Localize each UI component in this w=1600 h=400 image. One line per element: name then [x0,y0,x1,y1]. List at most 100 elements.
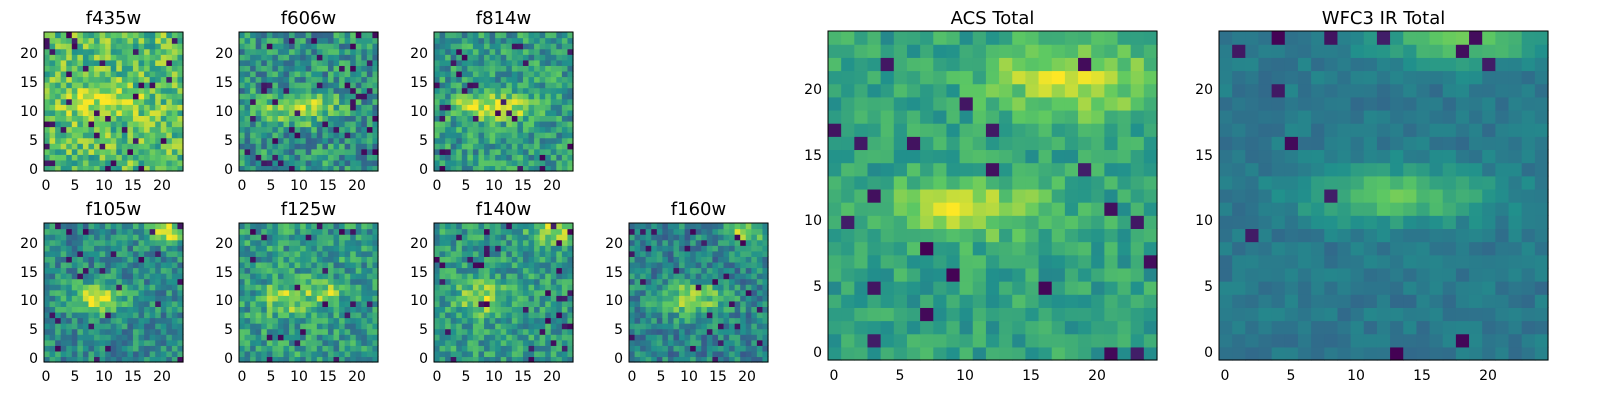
heatmap-cell [255,126,262,133]
heatmap-cell [445,37,452,44]
heatmap-cell [350,300,357,307]
heatmap-cell [751,256,758,263]
heatmap-cell [684,250,691,257]
heatmap-cell [155,43,162,50]
heatmap-cell [99,137,106,144]
heatmap-cell [144,87,151,94]
heatmap-cell [250,137,257,144]
heatmap-cell [701,300,708,307]
heatmap-cell [149,311,156,319]
heatmap-cell [94,300,101,307]
heatmap-cell [94,148,101,155]
heatmap-cell [60,109,67,116]
heatmap-cell [729,278,736,285]
heatmap-cell [893,267,908,282]
heatmap-cell [121,328,128,335]
heatmap-cell [556,300,563,307]
heatmap-cell [44,154,51,161]
heatmap-cell [528,278,535,285]
heatmap-cell [99,43,106,50]
heatmap-cell [272,137,279,144]
heatmap-cell [344,256,351,263]
heatmap-cell [461,267,468,274]
heatmap-cell [489,339,496,346]
heatmap-cell [534,278,541,285]
heatmap-cell [545,306,552,313]
heatmap-cell [266,350,273,358]
heatmap-cell [294,234,301,241]
heatmap-cell [828,96,842,111]
heatmap-cell [651,289,658,296]
heatmap-cell [82,154,90,161]
heatmap-cell [550,323,557,330]
heatmap-cell [305,159,312,167]
heatmap-cell [517,109,524,116]
heatmap-cell [662,223,669,230]
heatmap-cell [366,48,374,55]
heatmap-cell [244,328,251,335]
heatmap-cell [1117,188,1132,203]
heatmap-cell [132,350,140,358]
heatmap-cell [695,339,702,346]
heatmap-cell [695,284,702,291]
heatmap-cell [116,120,123,128]
y-ticks: 0 5 10 15 20 [20,46,38,178]
heatmap-cell [472,148,480,155]
heatmap-cell [695,289,702,296]
heatmap-cell [972,175,987,190]
heatmap-cell [116,306,123,313]
heatmap-cell [71,323,78,330]
heatmap-cell [717,261,725,269]
heatmap-cell [316,115,323,122]
heatmap-cell [132,65,140,72]
heatmap-cell [277,104,285,111]
heatmap-cell [673,250,680,257]
heatmap-cell [445,65,452,72]
heatmap-cell [171,126,179,133]
heatmap-cell [255,328,262,335]
heatmap-cell [489,65,496,72]
heatmap-cell [333,98,340,105]
heatmap-cell [66,267,73,274]
heatmap-cell [339,273,346,280]
heatmap-cell [77,239,84,246]
heatmap-cell [121,132,128,139]
heatmap-cell [66,109,73,116]
y-tick-label: 5 [419,133,428,149]
heatmap-cell [500,87,507,94]
heatmap-cell [500,54,507,61]
heatmap-cell [534,65,541,72]
heatmap-cell [171,256,179,263]
heatmap-cell [366,87,374,94]
heatmap-cell [277,109,285,116]
heatmap-cell [506,223,513,230]
heatmap-cell [66,98,73,105]
heatmap-cell [762,328,769,335]
heatmap-cell [1104,228,1119,243]
heatmap-cell [105,137,112,144]
heatmap-cell [1143,175,1158,190]
heatmap-cell [545,159,552,167]
heatmap-cell [110,273,117,280]
heatmap-cell [556,104,563,111]
heatmap-cell [71,306,78,313]
heatmap-cell [550,256,557,263]
heatmap-cell [132,109,140,116]
heatmap-cell [567,32,574,39]
heatmap-cell [294,334,301,341]
heatmap-cell [1091,188,1105,203]
heatmap-cell [44,104,51,111]
x-ticks: 0 5 10 15 20 [238,369,366,385]
heatmap-cell [489,250,496,257]
heatmap-cell [138,245,145,252]
heatmap-cell [339,54,346,61]
heatmap-cell [333,59,340,66]
heatmap-cell [484,328,491,335]
heatmap-cell [121,143,128,150]
heatmap-cell [662,261,669,269]
heatmap-cell [472,267,480,274]
heatmap-cell [656,306,663,313]
heatmap-cell [634,306,641,313]
heatmap-cell [450,143,457,150]
heatmap-cell [450,37,457,44]
